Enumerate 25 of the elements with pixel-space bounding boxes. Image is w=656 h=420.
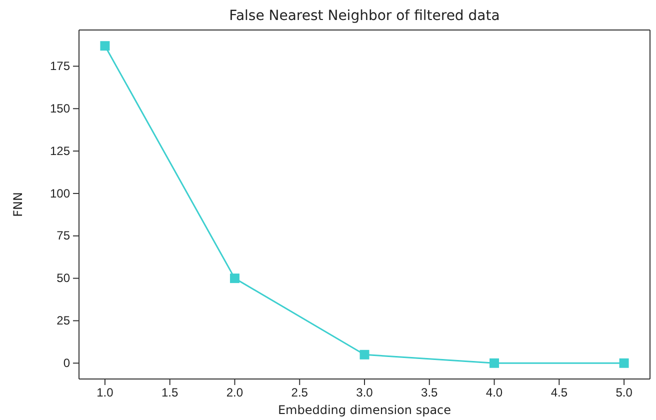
- point: [619, 358, 629, 368]
- x-axis-title: Embedding dimension space: [278, 403, 452, 417]
- x-tick-label: 3.5: [421, 386, 438, 400]
- x-tick-label: 3.0: [356, 386, 374, 400]
- x-tick-label: 2.0: [226, 386, 244, 400]
- y-tick-label: 50: [56, 271, 70, 286]
- y-tick-label: 125: [50, 144, 70, 158]
- point: [490, 358, 500, 368]
- x-tick-label: 1.5: [161, 386, 179, 400]
- y-axis-title: FNN: [11, 192, 25, 217]
- point: [360, 350, 370, 360]
- x-tick-label: 5.0: [616, 386, 633, 400]
- x-tick-label: 2.5: [291, 386, 308, 400]
- y-tick-label: 175: [50, 59, 70, 74]
- y-tick-label: 150: [50, 101, 70, 116]
- x-tick-label: 4.5: [550, 386, 568, 400]
- x-tick-label: 4.0: [486, 386, 503, 400]
- x-tick-label: 1.0: [96, 386, 114, 400]
- chart-title: False Nearest Neighbor of filtered data: [229, 8, 500, 24]
- y-tick-label: 0: [63, 356, 70, 370]
- point: [230, 274, 240, 284]
- y-tick-label: 100: [50, 186, 70, 200]
- y-tick-label: 75: [56, 228, 70, 243]
- y-tick-label: 25: [56, 314, 70, 328]
- point: [100, 41, 110, 51]
